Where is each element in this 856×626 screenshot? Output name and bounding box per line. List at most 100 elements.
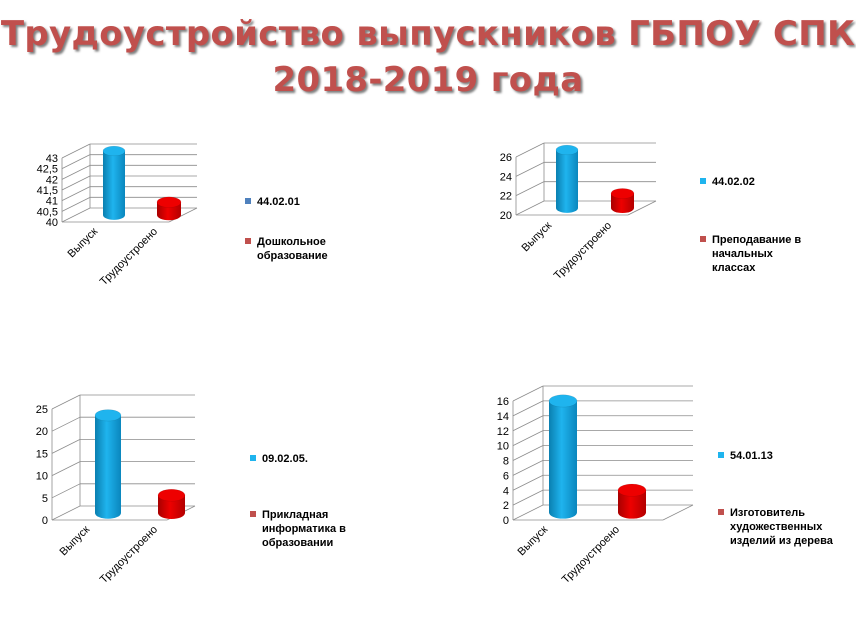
legend-label-line: начальных <box>712 248 774 260</box>
grid-diag <box>512 445 544 461</box>
bar-vypusk-body <box>549 400 577 519</box>
grid-diag <box>51 505 81 521</box>
grid-diag <box>51 461 81 476</box>
legend-label: Дошкольное образование <box>257 236 328 262</box>
legend-swatch <box>700 236 706 242</box>
floor-edge <box>627 200 657 216</box>
bar-trudoustroeno <box>156 196 182 221</box>
legend-label-line: изделий из дерева <box>730 535 834 547</box>
bar-trudoustroeno <box>157 489 186 519</box>
legend-label-line: 54.01.13 <box>730 450 773 462</box>
y-tick-label: 4 <box>503 485 509 497</box>
y-tick-label: 5 <box>42 493 48 505</box>
y-tick-label: 43 <box>46 153 58 165</box>
y-tick-label: 0 <box>42 515 48 527</box>
bar-vypusk-body <box>103 151 125 220</box>
legend-label-line: образование <box>257 250 328 262</box>
x-tick-label: Трудоустроено <box>560 524 622 586</box>
legend-label: 44.02.01 <box>257 196 300 208</box>
grid-diag <box>515 142 545 158</box>
bar-vypusk-top <box>102 145 126 157</box>
legend-label-line: информатика в <box>262 523 346 535</box>
legend-swatch <box>718 509 724 515</box>
y-tick-label: 40,5 <box>37 206 58 218</box>
y-tick-label: 24 <box>500 171 512 183</box>
legend-label-line: Дошкольное <box>257 236 326 248</box>
grid-diag <box>512 385 544 402</box>
bar-vypusk <box>555 144 579 213</box>
bar-vypusk <box>548 394 578 519</box>
bar-trudoustroeno-body <box>158 495 185 519</box>
legend-label-line: Прикладная <box>262 509 328 521</box>
grid-diag <box>61 186 91 202</box>
y-tick-label: 20 <box>500 210 512 222</box>
bar-vypusk-top <box>94 409 122 422</box>
bar-vypusk <box>94 409 122 519</box>
grid-diag <box>512 489 544 506</box>
grid-diag <box>515 181 545 197</box>
y-tick-label: 25 <box>36 404 48 416</box>
legend-label-line: классах <box>712 262 756 274</box>
legend-label: Преподавание в начальных классах <box>712 234 801 274</box>
legend-label: Изготовитель художественных изделий из дер… <box>730 507 834 547</box>
legend-swatch <box>250 511 256 517</box>
y-tick-label: 22 <box>500 191 512 203</box>
y-tick-label: 15 <box>36 448 48 460</box>
y-tick-label: 41 <box>46 196 58 208</box>
grid-diag <box>61 196 91 212</box>
y-tick-label: 26 <box>500 152 512 164</box>
bar-vypusk-top <box>555 144 579 156</box>
grid-diag <box>51 439 81 454</box>
y-tick-label: 2 <box>503 500 509 512</box>
grid-diag <box>61 207 91 223</box>
bar-vypusk-body <box>95 415 121 519</box>
y-tick-label: 20 <box>36 426 48 438</box>
legend-label-line: художественных <box>730 521 823 533</box>
y-tick-label: 8 <box>503 456 509 468</box>
page-title: Трудоустройство выпускников ГБПОУ СПК <box>0 14 856 54</box>
legend-swatch <box>245 198 251 204</box>
y-tick-label: 42,5 <box>37 164 58 176</box>
grid-diag <box>61 143 91 159</box>
floor-edge <box>662 504 694 521</box>
legend-label-line: 44.02.02 <box>712 176 755 188</box>
y-tick-label: 0 <box>503 515 509 527</box>
grid-diag <box>515 161 545 177</box>
y-tick-label: 12 <box>497 426 509 438</box>
grid-diag <box>512 504 544 521</box>
legend-label-line: 09.02.05. <box>262 453 308 465</box>
y-tick-label: 10 <box>36 471 48 483</box>
y-tick-label: 40 <box>46 217 58 229</box>
bar-trudoustroeno-body <box>618 490 646 519</box>
legend-label: 54.01.13 <box>730 450 773 462</box>
grid-diag <box>512 415 544 432</box>
bar-vypusk <box>102 145 126 220</box>
bar-vypusk-top <box>548 394 578 408</box>
bar-trudoustroeno-top <box>610 188 635 199</box>
grid-diag <box>51 394 81 410</box>
y-tick-label: 14 <box>497 411 509 423</box>
grid-diag <box>61 154 91 170</box>
legend-label-line: Изготовитель <box>730 507 805 519</box>
bar-trudoustroeno-top <box>157 489 186 502</box>
bar-trudoustroeno <box>617 483 647 519</box>
y-tick-label: 42 <box>46 174 58 186</box>
legend-label: 44.02.02 <box>712 176 755 188</box>
grid-diag <box>512 474 544 491</box>
legend-label-line: 44.02.01 <box>257 196 300 208</box>
grid-diag <box>512 460 544 476</box>
grid-diag <box>51 416 81 432</box>
y-tick-label: 16 <box>497 396 509 408</box>
bar-vypusk-body <box>556 150 578 213</box>
legend-label-line: образовании <box>262 537 333 549</box>
grid-diag <box>515 200 545 216</box>
grid-diag <box>61 175 91 191</box>
y-tick-label: 6 <box>503 470 509 482</box>
legend-swatch <box>250 455 256 461</box>
bar-trudoustroeno-body <box>611 193 634 214</box>
grid-diag <box>512 430 544 446</box>
